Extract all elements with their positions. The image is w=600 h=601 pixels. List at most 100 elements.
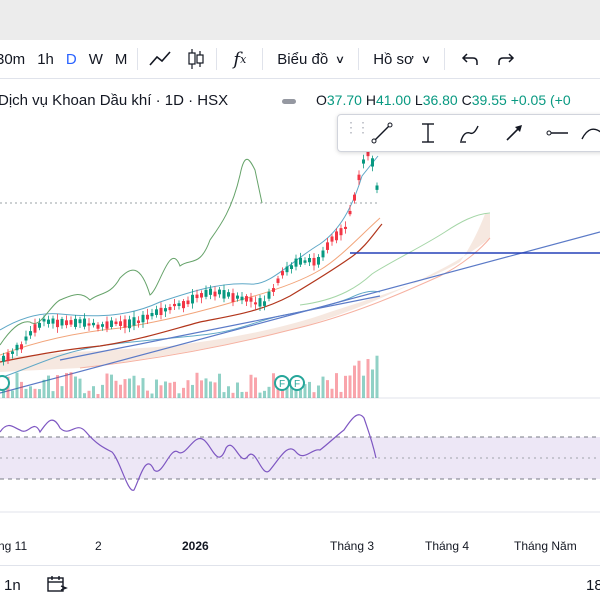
candle bbox=[96, 324, 100, 329]
candle bbox=[218, 289, 221, 295]
candle bbox=[330, 236, 334, 242]
event-marker-label: F bbox=[294, 379, 300, 390]
brush-icon[interactable] bbox=[456, 119, 484, 147]
horizontal-ray-icon[interactable] bbox=[542, 119, 570, 147]
profile-dropdown[interactable]: Hồ sơ ∨ bbox=[363, 40, 440, 78]
volume-bar bbox=[240, 391, 244, 398]
candle bbox=[141, 314, 145, 323]
curve-icon[interactable] bbox=[578, 119, 600, 147]
candle bbox=[321, 250, 325, 258]
volume-bar bbox=[150, 393, 154, 398]
volume-bar bbox=[222, 392, 226, 398]
volume-bar bbox=[146, 390, 149, 398]
bollinger-basis bbox=[0, 217, 381, 356]
volume-bar bbox=[236, 382, 239, 398]
drag-handle-icon[interactable]: ⋮⋮ bbox=[344, 119, 370, 135]
candle bbox=[348, 210, 352, 215]
volume-bar bbox=[375, 355, 379, 398]
candle bbox=[119, 321, 122, 326]
volume-bar bbox=[213, 382, 217, 398]
event-marker[interactable]: F bbox=[289, 375, 305, 391]
trend-line-icon[interactable] bbox=[368, 119, 396, 147]
event-marker[interactable]: F bbox=[274, 375, 290, 391]
volume-bar bbox=[362, 375, 365, 398]
candle bbox=[263, 301, 266, 306]
candle bbox=[258, 298, 262, 307]
volume-bar bbox=[254, 377, 257, 398]
volume-bar bbox=[51, 391, 55, 398]
candle bbox=[83, 318, 86, 327]
volume-bar bbox=[335, 373, 338, 398]
interval-30m[interactable]: 30m bbox=[0, 50, 26, 68]
toolbar-divider bbox=[216, 48, 218, 70]
volume-bar bbox=[15, 372, 19, 398]
bollinger-upper bbox=[0, 155, 379, 331]
volume-bar bbox=[92, 386, 95, 398]
line-chart-icon[interactable] bbox=[142, 40, 180, 78]
candle bbox=[56, 319, 59, 328]
chart-type-label: Biểu đồ bbox=[277, 50, 329, 68]
volume-bar bbox=[101, 384, 104, 398]
ohlc-values: O37.70 H41.00 L36.80 C39.55 +0.05 (+0 bbox=[316, 92, 571, 108]
candle bbox=[308, 257, 311, 263]
measure-icon[interactable] bbox=[414, 119, 442, 147]
candle bbox=[317, 256, 320, 265]
volume-bar bbox=[245, 391, 248, 398]
collapse-legend-icon[interactable] bbox=[282, 99, 296, 104]
candle bbox=[15, 344, 19, 351]
chevron-down-icon: ∨ bbox=[334, 53, 346, 66]
candle bbox=[101, 324, 104, 327]
drawing-toolbar: ⋮⋮ bbox=[337, 114, 600, 152]
interval-1h[interactable]: 1h bbox=[37, 50, 54, 68]
volume-bar bbox=[69, 372, 73, 398]
candle bbox=[276, 278, 280, 283]
candles-icon[interactable] bbox=[180, 40, 212, 78]
volume-bar bbox=[128, 378, 131, 398]
candle bbox=[128, 319, 131, 329]
time-axis[interactable]: ng 11 2 2026 Tháng 3 Tháng 4 Tháng Năm bbox=[0, 530, 600, 560]
candle bbox=[110, 320, 113, 327]
redo-button[interactable] bbox=[491, 40, 521, 78]
bottom-toolbar: 1n 18 bbox=[0, 565, 600, 601]
event-marker-label: F bbox=[279, 379, 285, 390]
volume-bar bbox=[326, 380, 329, 398]
browser-top-bar bbox=[0, 0, 600, 41]
toolbar-divider bbox=[137, 48, 139, 70]
volume-bar bbox=[299, 384, 302, 398]
ichimoku-cloud bbox=[0, 214, 490, 372]
chart-type-dropdown[interactable]: Biểu đồ ∨ bbox=[267, 40, 354, 78]
calendar-icon[interactable] bbox=[46, 574, 68, 594]
candle bbox=[200, 293, 203, 298]
candle bbox=[240, 296, 244, 301]
profile-label: Hồ sơ bbox=[373, 50, 414, 68]
event-marker[interactable] bbox=[0, 375, 10, 391]
trend-line[interactable] bbox=[59, 295, 381, 361]
volume-bar bbox=[119, 384, 122, 398]
price-chart[interactable]: F F bbox=[0, 150, 600, 530]
volume-bar bbox=[348, 375, 352, 398]
volume-bar bbox=[74, 376, 77, 398]
interval-week[interactable]: W bbox=[88, 50, 103, 68]
interval-day[interactable]: D bbox=[65, 50, 77, 68]
candle bbox=[177, 303, 181, 306]
candle bbox=[51, 318, 55, 324]
lagging-span-line bbox=[0, 158, 263, 346]
volume-bar bbox=[20, 381, 23, 398]
arrow-icon[interactable] bbox=[500, 119, 528, 147]
candle bbox=[294, 258, 298, 267]
candle bbox=[285, 266, 289, 273]
candle bbox=[38, 322, 41, 328]
undo-button[interactable] bbox=[449, 40, 491, 78]
candle bbox=[24, 336, 28, 341]
volume-bar bbox=[83, 393, 86, 398]
volume-bar bbox=[357, 360, 361, 398]
candle bbox=[236, 295, 239, 299]
close-value: 39.55 bbox=[471, 92, 507, 108]
time-axis-label: ng 11 bbox=[0, 539, 28, 553]
interval-month[interactable]: M bbox=[114, 50, 128, 68]
volume-bar bbox=[155, 379, 158, 398]
range-1-year-button[interactable]: 1n bbox=[4, 577, 21, 594]
candle bbox=[375, 185, 379, 190]
